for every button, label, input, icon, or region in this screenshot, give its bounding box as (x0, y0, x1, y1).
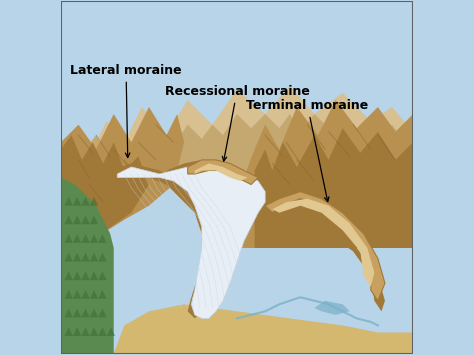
Polygon shape (64, 234, 73, 243)
Polygon shape (61, 178, 114, 354)
Polygon shape (82, 271, 90, 280)
Polygon shape (61, 86, 413, 170)
Polygon shape (61, 304, 413, 354)
Polygon shape (98, 271, 107, 280)
Polygon shape (82, 253, 90, 262)
Polygon shape (61, 114, 413, 170)
Polygon shape (64, 290, 73, 299)
Polygon shape (64, 215, 73, 224)
Text: Lateral moraine: Lateral moraine (70, 64, 182, 158)
Polygon shape (90, 327, 98, 336)
Polygon shape (82, 197, 90, 206)
Polygon shape (61, 135, 149, 248)
Polygon shape (90, 271, 98, 280)
Polygon shape (265, 192, 385, 301)
Polygon shape (117, 163, 265, 318)
Polygon shape (98, 308, 107, 317)
Polygon shape (90, 308, 98, 317)
Polygon shape (73, 215, 82, 224)
Polygon shape (82, 215, 90, 224)
Polygon shape (90, 215, 98, 224)
Polygon shape (82, 327, 90, 336)
Polygon shape (98, 234, 107, 243)
Polygon shape (166, 160, 279, 206)
Polygon shape (237, 100, 413, 248)
Polygon shape (98, 327, 107, 336)
Polygon shape (255, 128, 413, 248)
Polygon shape (314, 301, 350, 315)
Polygon shape (107, 327, 115, 336)
Polygon shape (64, 308, 73, 317)
Polygon shape (90, 197, 98, 206)
Text: Recessional moraine: Recessional moraine (164, 85, 310, 161)
Polygon shape (110, 163, 230, 318)
Polygon shape (73, 234, 82, 243)
Polygon shape (90, 253, 98, 262)
Polygon shape (61, 107, 184, 248)
Polygon shape (64, 271, 73, 280)
Polygon shape (98, 290, 107, 299)
Polygon shape (188, 160, 258, 185)
Text: Terminal moraine: Terminal moraine (246, 99, 369, 202)
Polygon shape (82, 308, 90, 317)
Polygon shape (195, 163, 247, 181)
Polygon shape (64, 327, 73, 336)
Polygon shape (279, 220, 385, 311)
Polygon shape (82, 290, 90, 299)
Polygon shape (73, 271, 82, 280)
Polygon shape (73, 327, 82, 336)
Polygon shape (73, 197, 82, 206)
Polygon shape (61, 1, 413, 354)
Polygon shape (82, 234, 90, 243)
Polygon shape (64, 253, 73, 262)
Polygon shape (73, 253, 82, 262)
Polygon shape (272, 199, 374, 287)
Polygon shape (90, 234, 98, 243)
Polygon shape (73, 290, 82, 299)
Polygon shape (64, 197, 73, 206)
Polygon shape (98, 253, 107, 262)
Polygon shape (90, 290, 98, 299)
Polygon shape (73, 308, 82, 317)
